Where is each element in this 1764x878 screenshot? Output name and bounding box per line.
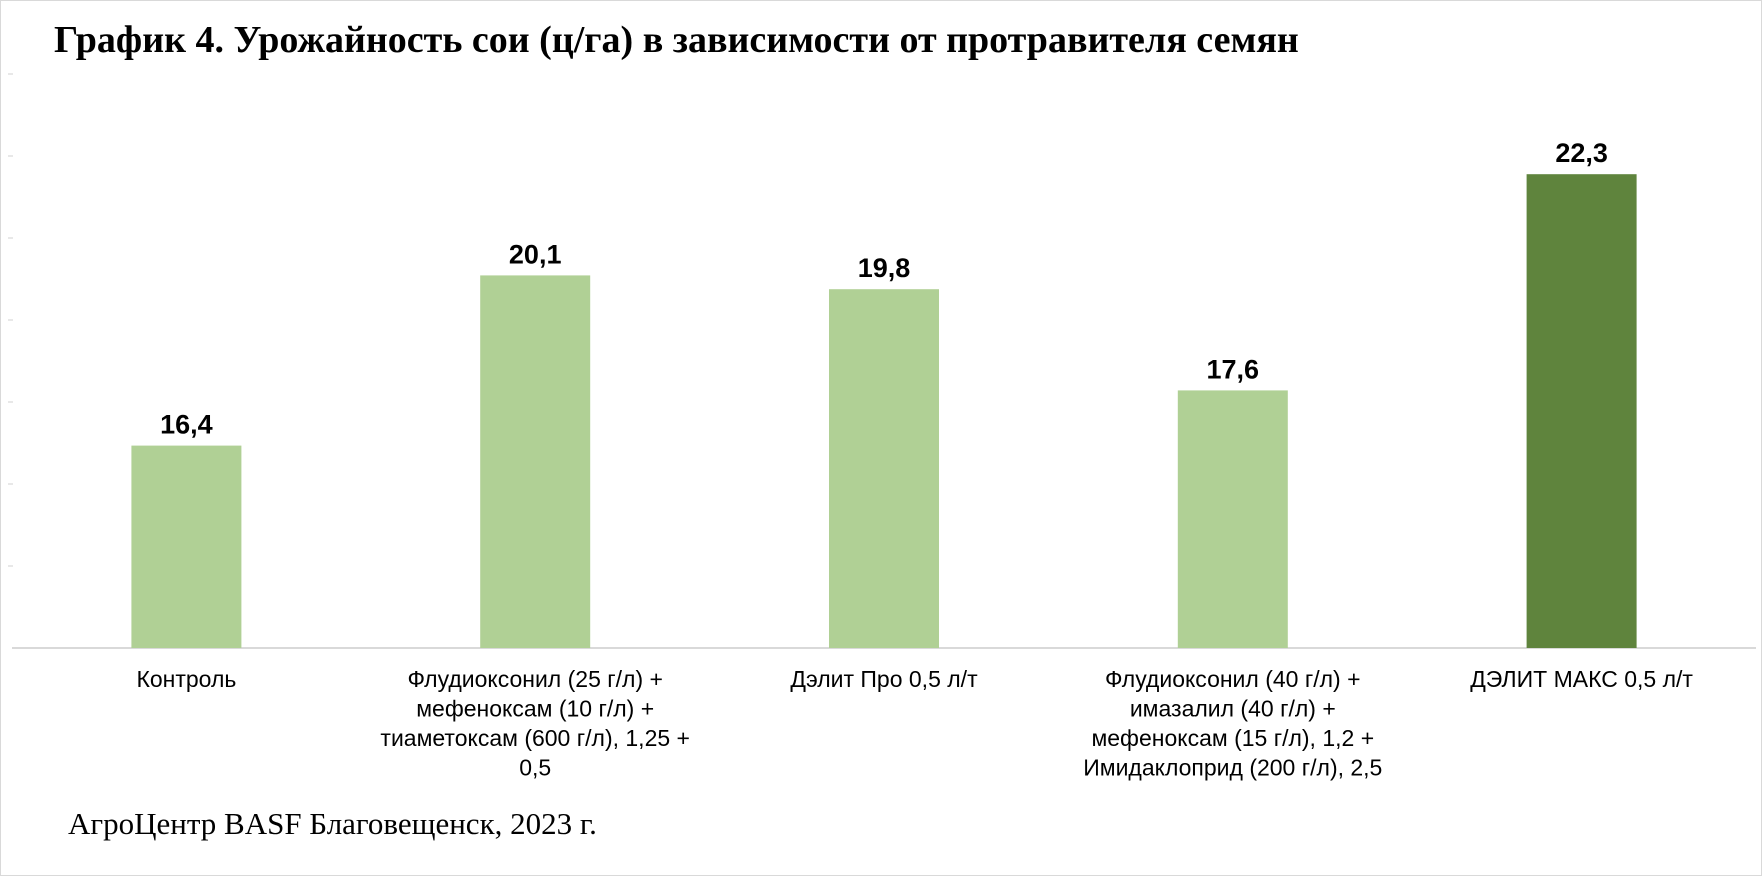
bar bbox=[131, 445, 242, 648]
category-label: мефеноксам (10 г/л) + bbox=[416, 696, 654, 722]
chart-title: График 4. Урожайность сои (ц/га) в завис… bbox=[54, 19, 1299, 61]
category-label: Флудиоксонил (40 г/л) + bbox=[1105, 666, 1360, 692]
category-label: Контроль bbox=[136, 666, 236, 692]
data-label: 19,8 bbox=[858, 253, 911, 283]
category-label: ДЭЛИТ МАКС 0,5 л/т bbox=[1470, 666, 1693, 692]
category-label: Флудиоксонил (25 г/л) + bbox=[407, 666, 662, 692]
category-label: Имидаклоприд (200 г/л), 2,5 bbox=[1083, 755, 1382, 781]
category-label: тиаметоксам (600 г/л), 1,25 + bbox=[380, 725, 690, 751]
bar bbox=[1177, 390, 1288, 648]
chart-source-note: АгроЦентр BASF Благовещенск, 2023 г. bbox=[68, 806, 597, 841]
category-label: мефеноксам (15 г/л), 1,2 + bbox=[1091, 725, 1374, 751]
data-label: 17,6 bbox=[1207, 354, 1260, 384]
bar bbox=[829, 289, 939, 648]
data-label: 16,4 bbox=[160, 410, 213, 440]
category-label: Дэлит Про 0,5 л/т bbox=[790, 666, 978, 692]
bar bbox=[480, 275, 591, 648]
bar bbox=[1526, 174, 1637, 648]
category-label: имазалил (40 г/л) + bbox=[1130, 696, 1336, 722]
category-label: 0,5 bbox=[519, 755, 551, 781]
data-label: 20,1 bbox=[509, 239, 562, 269]
data-label: 22,3 bbox=[1555, 138, 1608, 168]
